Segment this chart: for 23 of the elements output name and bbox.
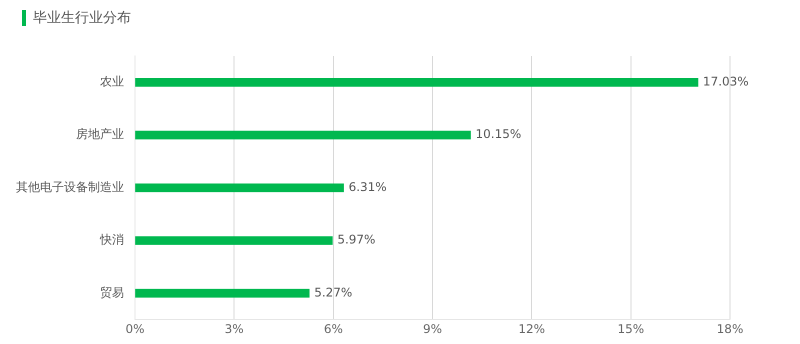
x-tick-label: 18% [716,322,744,336]
x-tick-label: 15% [617,322,644,336]
data-label: 10.15% [476,127,522,142]
data-label: 6.31% [348,180,387,194]
chart-title: 毕业生行业分布 [33,9,131,27]
y-tick-label: 房地产业 [76,127,124,142]
x-tick-label: 0% [125,322,145,336]
y-tick-label: 贸易 [100,285,124,300]
x-tick-label: 12% [518,322,546,336]
y-tick-label: 其他电子设备制造业 [16,180,124,194]
bar [135,236,333,245]
x-tick-label: 9% [422,322,442,336]
data-label: 17.03% [702,74,749,88]
bar [135,130,471,140]
y-tick-label: 农业 [100,74,124,88]
y-tick-label: 快消 [99,232,124,247]
x-tick-label: 3% [224,322,244,336]
data-label: 5.97% [337,232,376,247]
x-tick-label: 6% [324,322,343,336]
bar [135,183,344,192]
bar [135,78,698,87]
bar [135,288,310,298]
data-label: 5.27% [314,285,352,300]
